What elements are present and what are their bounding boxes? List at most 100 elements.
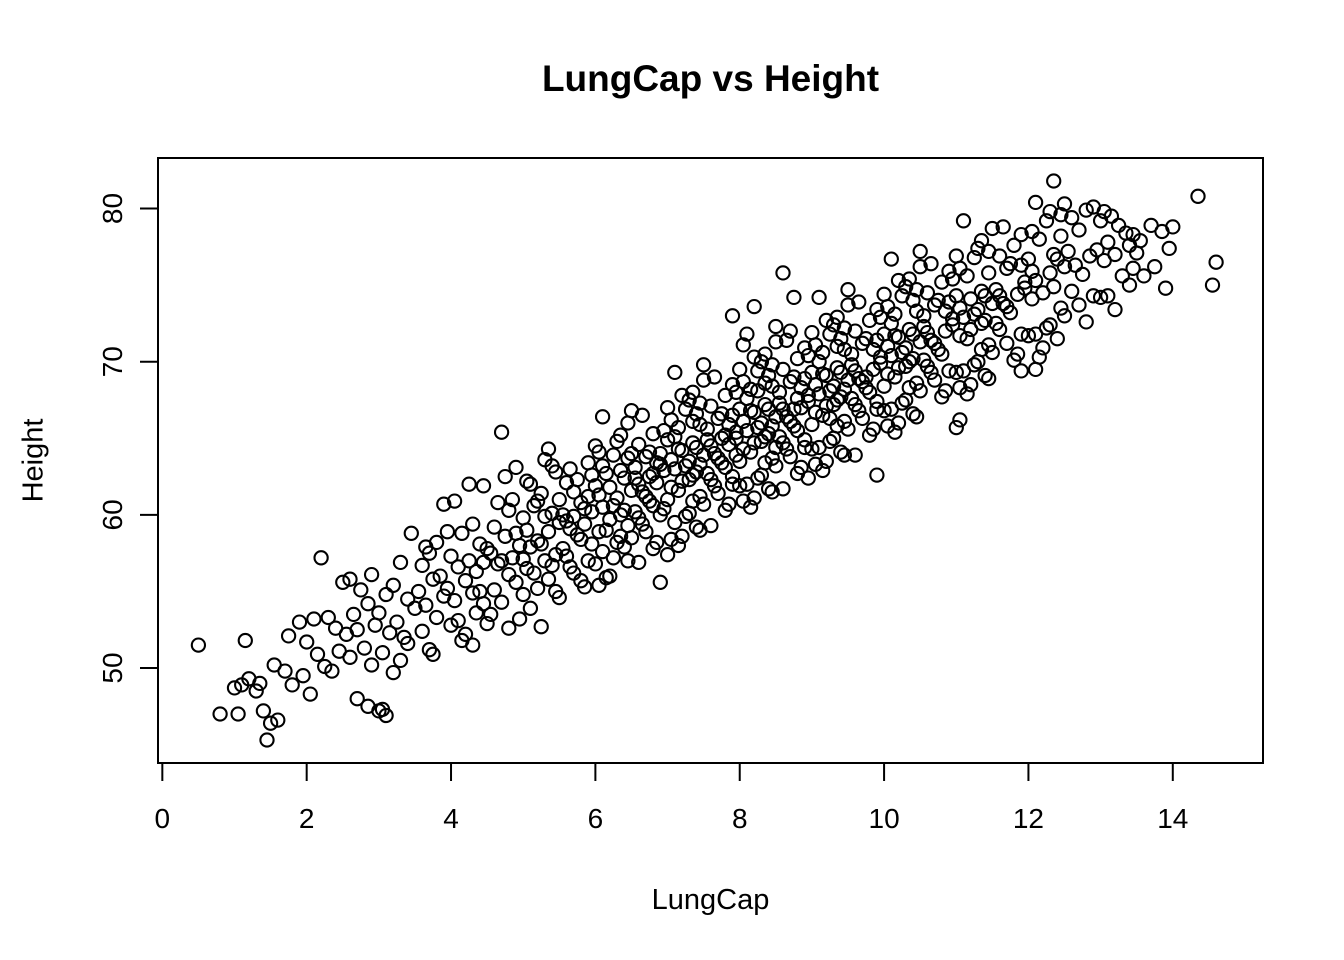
data-point bbox=[392, 554, 409, 571]
data-point bbox=[966, 249, 982, 266]
data-point bbox=[295, 668, 311, 684]
data-point bbox=[226, 680, 243, 696]
data-point bbox=[605, 550, 622, 566]
data-point bbox=[703, 438, 719, 454]
data-point bbox=[468, 563, 484, 580]
data-point bbox=[948, 248, 964, 264]
data-point bbox=[775, 481, 791, 497]
data-point bbox=[659, 547, 676, 563]
data-point bbox=[1204, 277, 1221, 293]
data-point bbox=[367, 617, 383, 633]
data-point bbox=[800, 387, 816, 404]
data-point bbox=[1042, 265, 1058, 281]
data-point bbox=[688, 464, 705, 480]
data-point bbox=[717, 459, 733, 476]
data-point bbox=[262, 715, 279, 731]
data-point bbox=[944, 311, 961, 327]
data-point bbox=[768, 334, 784, 350]
data-point bbox=[1078, 314, 1094, 330]
data-point bbox=[371, 605, 387, 621]
data-point bbox=[923, 256, 939, 272]
data-point bbox=[450, 612, 466, 629]
data-point bbox=[551, 491, 567, 508]
data-point bbox=[490, 494, 506, 511]
data-point bbox=[977, 367, 993, 384]
data-point bbox=[612, 427, 629, 443]
data-point bbox=[970, 301, 986, 318]
data-point bbox=[566, 508, 582, 525]
data-point bbox=[540, 571, 557, 587]
data-point bbox=[1046, 246, 1062, 263]
data-point bbox=[576, 579, 593, 595]
data-point bbox=[724, 468, 741, 485]
data-point bbox=[652, 574, 668, 590]
data-point bbox=[1002, 256, 1019, 272]
data-point bbox=[649, 534, 665, 551]
data-point bbox=[248, 683, 264, 699]
y-tick-label: 70 bbox=[97, 346, 128, 377]
data-point bbox=[999, 335, 1015, 351]
data-point bbox=[587, 556, 604, 572]
data-point bbox=[616, 502, 632, 518]
data-point bbox=[753, 467, 770, 483]
data-point bbox=[591, 444, 607, 460]
data-point bbox=[778, 332, 795, 348]
data-point bbox=[1038, 213, 1055, 229]
data-point bbox=[919, 324, 936, 341]
data-point bbox=[360, 596, 376, 612]
data-point bbox=[616, 539, 632, 555]
data-point bbox=[825, 317, 842, 333]
data-point bbox=[789, 422, 806, 439]
data-point bbox=[612, 507, 629, 523]
data-point bbox=[1107, 246, 1123, 263]
data-point bbox=[1013, 226, 1029, 243]
data-point bbox=[800, 470, 816, 486]
data-point bbox=[457, 573, 474, 589]
data-point bbox=[930, 341, 946, 358]
data-point bbox=[598, 465, 614, 482]
data-point bbox=[418, 597, 434, 613]
data-point bbox=[641, 493, 658, 509]
data-point bbox=[843, 346, 860, 362]
data-point bbox=[663, 412, 679, 428]
data-point bbox=[991, 288, 1008, 304]
data-point bbox=[948, 419, 964, 436]
data-point bbox=[724, 476, 741, 492]
data-point bbox=[237, 632, 253, 649]
data-point bbox=[764, 418, 780, 434]
data-point bbox=[825, 378, 842, 394]
data-point bbox=[887, 369, 903, 385]
data-point bbox=[1157, 280, 1174, 296]
data-point bbox=[876, 403, 892, 419]
data-point bbox=[815, 407, 831, 423]
data-point bbox=[576, 516, 593, 532]
data-point bbox=[670, 419, 687, 436]
data-point bbox=[840, 297, 856, 313]
data-point bbox=[898, 392, 914, 408]
data-point bbox=[598, 522, 614, 538]
data-point bbox=[313, 550, 329, 566]
data-point bbox=[634, 516, 650, 532]
data-point bbox=[425, 646, 441, 662]
data-point bbox=[688, 406, 705, 422]
data-point bbox=[428, 609, 445, 626]
data-point bbox=[1089, 242, 1105, 258]
data-point bbox=[973, 283, 990, 299]
data-point bbox=[1031, 349, 1047, 365]
data-point bbox=[609, 490, 625, 506]
data-point bbox=[923, 364, 939, 381]
data-point bbox=[952, 300, 968, 316]
data-point bbox=[807, 377, 824, 393]
data-point bbox=[797, 432, 813, 448]
data-point bbox=[728, 424, 744, 440]
data-point bbox=[930, 292, 946, 309]
data-point bbox=[984, 344, 1000, 361]
data-point bbox=[584, 467, 600, 483]
data-point bbox=[912, 334, 928, 350]
data-point bbox=[912, 383, 928, 399]
data-point bbox=[190, 637, 207, 653]
data-point bbox=[594, 458, 611, 474]
data-point bbox=[981, 370, 997, 387]
